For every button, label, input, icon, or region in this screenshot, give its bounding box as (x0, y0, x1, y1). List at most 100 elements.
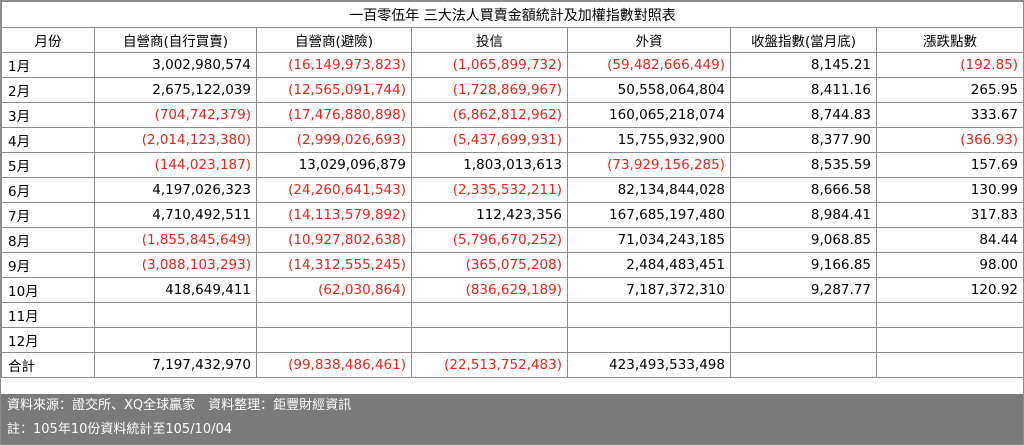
value-cell (411, 302, 568, 328)
value-cell (411, 327, 568, 353)
month-cell: 7月 (1, 202, 95, 228)
value-cell: (1,065,899,732) (411, 52, 568, 78)
value-cell: (17,476,880,898) (256, 102, 412, 128)
value-cell: (836,629,189) (411, 277, 568, 303)
value-cell: (3,088,103,293) (94, 252, 257, 278)
footer-note: 註：105年10份資料統計至105/10/04 (7, 422, 233, 437)
value-cell: (704,742,379) (94, 102, 257, 128)
value-cell: 7,187,372,310 (567, 277, 731, 303)
value-cell: 71,034,243,185 (567, 227, 731, 253)
table-row: 2月 2,675,122,039 (12,565,091,744) (1,728,86… (1, 77, 1024, 103)
value-cell: 3,002,980,574 (94, 52, 257, 78)
value-cell: 8,411.16 (730, 77, 877, 103)
value-cell (256, 302, 412, 328)
table-body: 1月 3,002,980,574 (16,149,973,823) (1,065,89… (1, 52, 1024, 378)
value-cell: 8,984.41 (730, 202, 877, 228)
table-row: 9月 (3,088,103,293) (14,312,555,245) (365,07… (1, 252, 1024, 278)
header-change-points: 漲跌點數 (875, 27, 1024, 53)
month-cell: 5月 (1, 152, 95, 178)
value-cell: 160,065,218,074 (567, 102, 731, 128)
value-cell (730, 327, 877, 353)
value-cell: 423,493,533,498 (567, 352, 731, 378)
value-cell: (14,113,579,892) (256, 202, 412, 228)
header-dealer-proprietary: 自營商(自行買賣) (94, 27, 257, 53)
value-cell (875, 352, 1024, 378)
table-title: 一百零伍年 三大法人買賣金額統計及加權指數對照表 (0, 1, 1024, 28)
month-cell: 4月 (1, 127, 95, 153)
value-cell: 333.67 (875, 102, 1024, 128)
value-cell (875, 327, 1024, 353)
value-cell (256, 327, 412, 353)
value-cell: (1,728,869,967) (411, 77, 568, 103)
value-cell: 120.92 (875, 277, 1024, 303)
month-cell: 合計 (1, 352, 95, 378)
value-cell: (73,929,156,285) (567, 152, 731, 178)
value-cell: (365,075,208) (411, 252, 568, 278)
value-cell: (22,513,752,483) (411, 352, 568, 378)
value-cell: (2,335,532,211) (411, 177, 568, 203)
header-closing-index: 收盤指數(當月底) (730, 27, 877, 53)
table-row: 1月 3,002,980,574 (16,149,973,823) (1,065,89… (1, 52, 1024, 78)
value-cell: 9,287.77 (730, 277, 877, 303)
value-cell: 84.44 (875, 227, 1024, 253)
value-cell (567, 302, 731, 328)
month-cell: 10月 (1, 277, 95, 303)
value-cell (730, 352, 877, 378)
value-cell (730, 302, 877, 328)
value-cell: 82,134,844,028 (567, 177, 731, 203)
value-cell: 1,803,013,613 (411, 152, 568, 178)
month-cell: 9月 (1, 252, 95, 278)
value-cell: (192.85) (875, 52, 1024, 78)
month-cell: 11月 (1, 302, 95, 328)
value-cell: (16,149,973,823) (256, 52, 412, 78)
table-row: 10月 418,649,411 (62,030,864) (836,629,189) 7… (1, 277, 1024, 303)
value-cell (94, 327, 257, 353)
value-cell: (99,838,486,461) (256, 352, 412, 378)
institutional-trading-table: 一百零伍年 三大法人買賣金額統計及加權指數對照表 月份 自營商(自行買賣) 自營… (0, 1, 1024, 378)
month-cell: 6月 (1, 177, 95, 203)
table-row: 11月 (1, 302, 1024, 328)
table-row: 8月 (1,855,845,649) (10,927,802,638) (5,796,… (1, 227, 1024, 253)
month-cell: 8月 (1, 227, 95, 253)
value-cell: 4,197,026,323 (94, 177, 257, 203)
value-cell: 8,666.58 (730, 177, 877, 203)
table-row: 3月 (704,742,379) (17,476,880,898) (6,862,81… (1, 102, 1024, 128)
value-cell: (2,999,026,693) (256, 127, 412, 153)
month-cell: 1月 (1, 52, 95, 78)
table-row: 7月 4,710,492,511 (14,113,579,892) 112,423,3… (1, 202, 1024, 228)
value-cell (567, 327, 731, 353)
value-cell: 7,197,432,970 (94, 352, 257, 378)
table-row: 4月 (2,014,123,380) (2,999,026,693) (5,437,6… (1, 127, 1024, 153)
header-foreign-investors: 外資 (567, 27, 731, 53)
value-cell: (62,030,864) (256, 277, 412, 303)
value-cell: 265.95 (875, 77, 1024, 103)
value-cell (875, 302, 1024, 328)
month-cell: 3月 (1, 102, 95, 128)
table-row: 5月 (144,023,187) 13,029,096,879 1,803,013,6… (1, 152, 1024, 178)
value-cell: 112,423,356 (411, 202, 568, 228)
value-cell: (1,855,845,649) (94, 227, 257, 253)
value-cell: (24,260,641,543) (256, 177, 412, 203)
value-cell: 8,145.21 (730, 52, 877, 78)
value-cell: 2,675,122,039 (94, 77, 257, 103)
value-cell: 98.00 (875, 252, 1024, 278)
header-dealer-hedge: 自營商(避險) (256, 27, 412, 53)
value-cell: 8,535.59 (730, 152, 877, 178)
value-cell: 418,649,411 (94, 277, 257, 303)
value-cell: 15,755,932,900 (567, 127, 731, 153)
month-cell: 12月 (1, 327, 95, 353)
value-cell: 9,068.85 (730, 227, 877, 253)
value-cell: 50,558,064,804 (567, 77, 731, 103)
value-cell: (2,014,123,380) (94, 127, 257, 153)
table-row: 合計 7,197,432,970 (99,838,486,461) (22,513,7… (1, 352, 1024, 378)
value-cell: (12,565,091,744) (256, 77, 412, 103)
header-row: 月份 自營商(自行買賣) 自營商(避險) 投信 外資 收盤指數(當月底) 漲跌點… (1, 27, 1024, 53)
value-cell: 8,377.90 (730, 127, 877, 153)
value-cell: (5,437,699,931) (411, 127, 568, 153)
value-cell (94, 302, 257, 328)
value-cell: 4,710,492,511 (94, 202, 257, 228)
footer: 資料來源：證交所、XQ全球贏家 資料整理：鉅豐財經資訊 註：105年10份資料統… (1, 394, 1023, 444)
value-cell: 8,744.83 (730, 102, 877, 128)
value-cell: 13,029,096,879 (256, 152, 412, 178)
